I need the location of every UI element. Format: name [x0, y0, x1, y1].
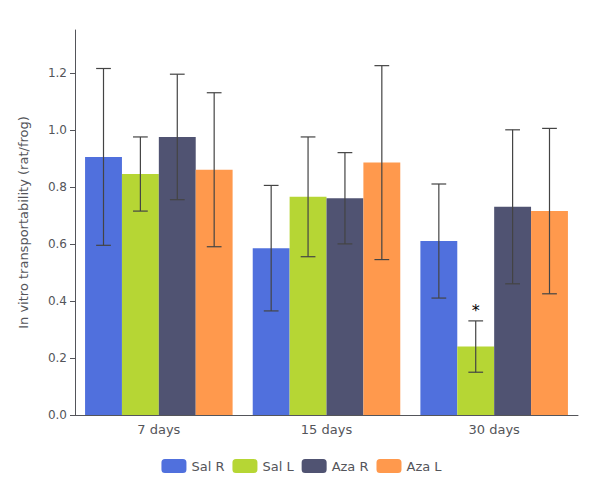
- svg-text:7 days: 7 days: [137, 422, 180, 437]
- svg-text:*: *: [472, 301, 480, 320]
- svg-text:0.2: 0.2: [48, 351, 67, 365]
- svg-text:Aza R: Aza R: [332, 459, 369, 474]
- svg-text:0.0: 0.0: [48, 408, 67, 422]
- svg-text:In vitro transportability (rat: In vitro transportability (rat/frog): [16, 116, 31, 329]
- svg-text:1.0: 1.0: [48, 123, 67, 137]
- svg-text:Sal R: Sal R: [191, 459, 224, 474]
- svg-text:0.4: 0.4: [48, 294, 67, 308]
- svg-text:0.6: 0.6: [48, 237, 67, 251]
- svg-text:Sal L: Sal L: [262, 459, 294, 474]
- svg-text:1.2: 1.2: [48, 66, 67, 80]
- svg-text:30 days: 30 days: [468, 422, 520, 437]
- svg-text:0.8: 0.8: [48, 180, 67, 194]
- svg-text:15 days: 15 days: [301, 422, 353, 437]
- svg-text:Aza L: Aza L: [406, 459, 442, 474]
